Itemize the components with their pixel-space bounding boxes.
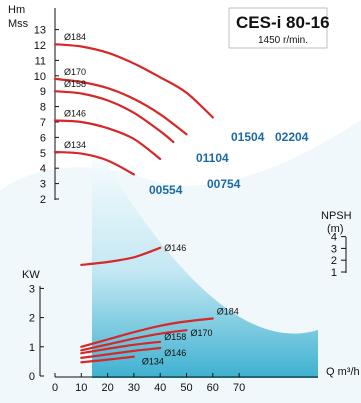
power-curve [80, 355, 135, 364]
kw-tick-label: 2 [29, 313, 35, 325]
chart-title: CES-i 80-16 [236, 13, 330, 32]
npsh-tick-label: 4 [331, 232, 337, 244]
x-tick-label: 40 [154, 382, 166, 394]
x-tick-label: 60 [207, 382, 219, 394]
power-curve [80, 329, 188, 352]
kw-tick-label: 0 [29, 371, 35, 383]
head-tick-label: 8 [40, 102, 46, 114]
power-curve-label: Ø184 [217, 306, 239, 316]
head-tick-label: 4 [40, 163, 46, 175]
npsh-tick-label: 1 [331, 267, 337, 279]
x-tick-label: 50 [180, 382, 192, 394]
power-curve [80, 346, 162, 359]
power-curve [80, 340, 162, 355]
kw-axis-ticks: 0 1 2 3 [29, 283, 44, 383]
x-axis-title: Q m³/h [326, 366, 360, 378]
x-axis-ticks: 0 10 20 30 40 50 60 70 [52, 373, 245, 394]
head-tick-label: 6 [40, 132, 46, 144]
kw-tick-label: 1 [29, 342, 35, 354]
head-curve [53, 150, 135, 176]
npsh-axis-title: NPSH [321, 210, 352, 222]
power-curve-label: Ø134 [142, 357, 164, 367]
npsh-tick-label: 3 [331, 243, 337, 255]
x-tick-label: 0 [52, 382, 58, 394]
model-label: 00754 [207, 177, 241, 191]
head-axis-title-top: Hm [8, 4, 25, 16]
kw-tick-label: 3 [29, 283, 35, 295]
head-curve [53, 77, 188, 136]
head-curve-label: Ø134 [64, 140, 86, 150]
head-curve [53, 43, 214, 119]
head-curve-label: Ø158 [64, 79, 86, 89]
model-label: 02204 [275, 130, 309, 144]
head-curve [53, 119, 162, 161]
title-box [228, 7, 328, 49]
head-tick-label: 12 [34, 40, 46, 52]
npsh-axis-unit: (m) [327, 223, 344, 235]
power-curve-label: Ø146 [164, 348, 186, 358]
head-curve-label: Ø146 [64, 108, 86, 118]
model-labels: 01504 02204 01104 00754 00554 [149, 130, 309, 197]
model-label: 00554 [149, 183, 183, 197]
head-tick-label: 5 [40, 148, 46, 160]
head-curve-label: Ø184 [64, 32, 86, 42]
chart-subtitle: 1450 r/min. [258, 35, 308, 46]
npsh-curve [80, 246, 162, 266]
kw-axis-title: KW [22, 269, 40, 281]
x-tick-label: 20 [101, 382, 113, 394]
npsh-curves: Ø146 [80, 243, 186, 266]
model-label: 01504 [231, 130, 265, 144]
power-curve [80, 317, 214, 348]
head-tick-label: 13 [34, 25, 46, 37]
head-tick-label: 9 [40, 86, 46, 98]
head-axis-title-bottom: Mss [8, 18, 29, 30]
x-tick-label: 10 [75, 382, 87, 394]
head-tick-label: 3 [40, 179, 46, 191]
head-tick-label: 2 [40, 194, 46, 206]
power-curve-label: Ø170 [191, 328, 213, 338]
npsh-tick-label: 2 [331, 255, 337, 267]
head-tick-label: 11 [35, 55, 46, 67]
head-curve-label: Ø170 [64, 67, 86, 77]
npsh-curve-label: Ø146 [164, 243, 186, 253]
head-tick-label: 10 [34, 71, 46, 83]
power-curve-label: Ø158 [164, 332, 186, 342]
model-label: 01104 [196, 151, 229, 165]
head-tick-label: 7 [40, 117, 46, 129]
plot-blue-fill [92, 140, 318, 378]
head-curve [53, 90, 175, 144]
x-tick-label: 70 [233, 382, 245, 394]
head-curves: Ø184 Ø170 Ø158 Ø146 Ø134 [53, 32, 214, 176]
x-tick-label: 30 [128, 382, 140, 394]
